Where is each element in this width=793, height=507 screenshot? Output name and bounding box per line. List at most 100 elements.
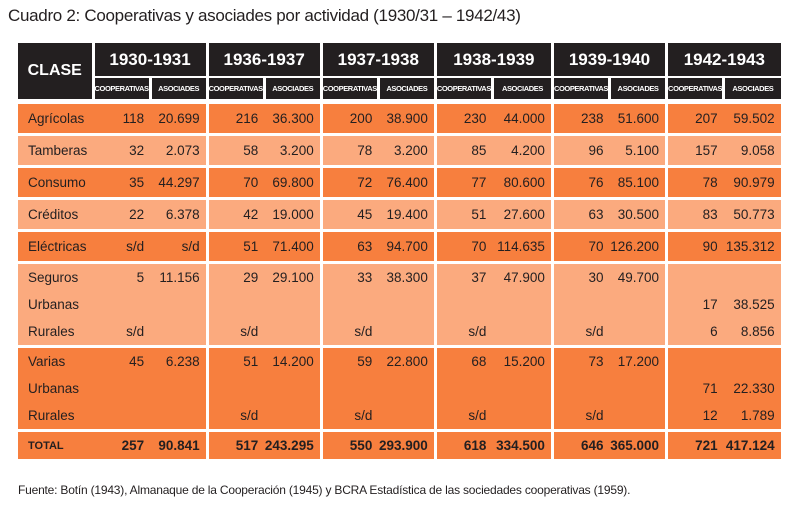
asociades-cell: 5.100	[609, 134, 669, 168]
asociades-cell: 49.700	[609, 262, 669, 291]
cooperativas-cell: 68	[435, 346, 493, 375]
asociades-cell: 27.600	[492, 198, 554, 232]
cooperativas-cell: 517	[207, 430, 265, 459]
asociades-cell: 22.330	[723, 375, 781, 402]
cooperativas-cell: s/d	[435, 402, 493, 432]
asociades-cell: 44.000	[492, 104, 554, 136]
cooperativas-cell: 721	[666, 430, 724, 459]
cooperativas-cell: s/d	[435, 318, 493, 348]
cooperativas-cell: s/d	[321, 402, 379, 432]
asociades-cell	[723, 346, 781, 375]
cooperatives-table: CLASE 1930-1931 1936-1937 1937-1938 1938…	[18, 43, 781, 459]
asociades-cell: s/d	[150, 230, 209, 264]
asociades-cell: 50.773	[723, 198, 781, 232]
cooperativas-cell: s/d	[552, 402, 610, 432]
asociades-cell: 80.600	[492, 166, 554, 200]
asociades-cell: 44.297	[150, 166, 209, 200]
cooperativas-cell: 30	[552, 262, 610, 291]
cooperativas-cell: 70	[435, 230, 493, 264]
row-label: Rurales	[18, 402, 93, 432]
row-label: Urbanas	[18, 291, 93, 318]
cooperativas-cell: 70	[207, 166, 265, 200]
asociades-cell: 22.800	[378, 346, 437, 375]
table-row: Rurales s/d s/d s/d s/d s/d 6 8.856	[18, 318, 781, 348]
asociades-cell	[492, 291, 554, 318]
cooperativas-cell: 59	[321, 346, 379, 375]
asociades-cell: 38.300	[378, 262, 437, 291]
asociades-cell	[492, 318, 554, 348]
subheader-cooperativas: COOPERATIVAS	[666, 77, 726, 99]
asociades-cell: 38.900	[378, 104, 437, 136]
asociades-cell: 8.856	[723, 318, 781, 348]
cooperativas-cell: 646	[552, 430, 610, 459]
cooperativas-cell: 6	[666, 318, 724, 348]
cooperativas-cell	[552, 375, 610, 402]
table-row: Rurales s/d s/d s/d s/d 12 1.789	[18, 402, 781, 432]
cooperativas-cell: 78	[666, 166, 724, 200]
subheader-cooperativas: COOPERATIVAS	[552, 77, 612, 99]
table-row: Urbanas 17 38.525	[18, 291, 781, 318]
cooperativas-cell: s/d	[207, 402, 265, 432]
cooperativas-cell: 29	[207, 262, 265, 291]
asociades-cell: 243.295	[264, 430, 323, 459]
subheader-asociades: ASOCIADES	[150, 77, 209, 99]
cooperativas-cell: 45	[93, 346, 151, 375]
asociades-cell	[150, 375, 209, 402]
asociades-cell	[723, 262, 781, 291]
cooperativas-cell: 33	[321, 262, 379, 291]
row-label: TOTAL	[18, 430, 93, 459]
subheader-row: COOPERATIVAS ASOCIADES COOPERATIVAS ASOCIAD…	[18, 77, 781, 99]
asociades-cell: 17.200	[609, 346, 669, 375]
asociades-cell: 293.900	[378, 430, 437, 459]
cooperativas-cell: 71	[666, 375, 724, 402]
cooperativas-cell: 207	[666, 104, 724, 136]
year-header-1936: 1936-1937	[207, 43, 323, 78]
cooperativas-cell	[93, 291, 151, 318]
cooperativas-cell: 51	[207, 346, 265, 375]
table-row: Tamberas 32 2.073 58 3.200 78 3.200 85 4.200 96 5.…	[18, 134, 781, 168]
asociades-cell: 6.238	[150, 346, 209, 375]
cooperativas-cell: 12	[666, 402, 724, 432]
cooperativas-cell	[552, 291, 610, 318]
clase-header: CLASE	[18, 43, 95, 99]
asociades-cell	[150, 318, 209, 348]
row-label: Consumo	[18, 166, 93, 200]
cooperativas-cell: 118	[93, 104, 151, 136]
asociades-cell	[378, 318, 437, 348]
cooperativas-cell: 72	[321, 166, 379, 200]
cooperativas-cell: s/d	[552, 318, 610, 348]
cooperativas-cell: 51	[435, 198, 493, 232]
cooperativas-cell: 63	[321, 230, 379, 264]
asociades-cell: 47.900	[492, 262, 554, 291]
asociades-cell	[378, 402, 437, 432]
asociades-cell: 90.841	[150, 430, 209, 459]
asociades-cell	[609, 375, 669, 402]
asociades-cell: 51.600	[609, 104, 669, 136]
year-header-1942: 1942-1943	[666, 43, 781, 78]
asociades-cell: 19.000	[264, 198, 323, 232]
asociades-cell	[264, 291, 323, 318]
cooperativas-cell: 37	[435, 262, 493, 291]
year-header-1930: 1930-1931	[93, 43, 209, 78]
row-label: Tamberas	[18, 134, 93, 168]
cooperativas-cell	[435, 291, 493, 318]
asociades-cell: 19.400	[378, 198, 437, 232]
cooperativas-cell: 550	[321, 430, 379, 459]
year-header-1938: 1938-1939	[435, 43, 554, 78]
cooperativas-cell: 70	[552, 230, 610, 264]
cooperativas-cell: s/d	[93, 318, 151, 348]
table-row: TOTAL 257 90.841 517 243.295 550 293.900 618 334…	[18, 430, 781, 459]
asociades-cell: 3.200	[264, 134, 323, 168]
cooperativas-cell	[435, 375, 493, 402]
cooperativas-cell: 90	[666, 230, 724, 264]
asociades-cell: 2.073	[150, 134, 209, 168]
asociades-cell: 85.100	[609, 166, 669, 200]
source-note: Fuente: Botín (1943), Almanaque de la Co…	[18, 483, 631, 497]
asociades-cell	[378, 291, 437, 318]
asociades-cell: 9.058	[723, 134, 781, 168]
asociades-cell: 30.500	[609, 198, 669, 232]
subheader-cooperativas: COOPERATIVAS	[435, 77, 494, 99]
asociades-cell	[492, 402, 554, 432]
asociades-cell	[264, 402, 323, 432]
asociades-cell: 90.979	[723, 166, 781, 200]
